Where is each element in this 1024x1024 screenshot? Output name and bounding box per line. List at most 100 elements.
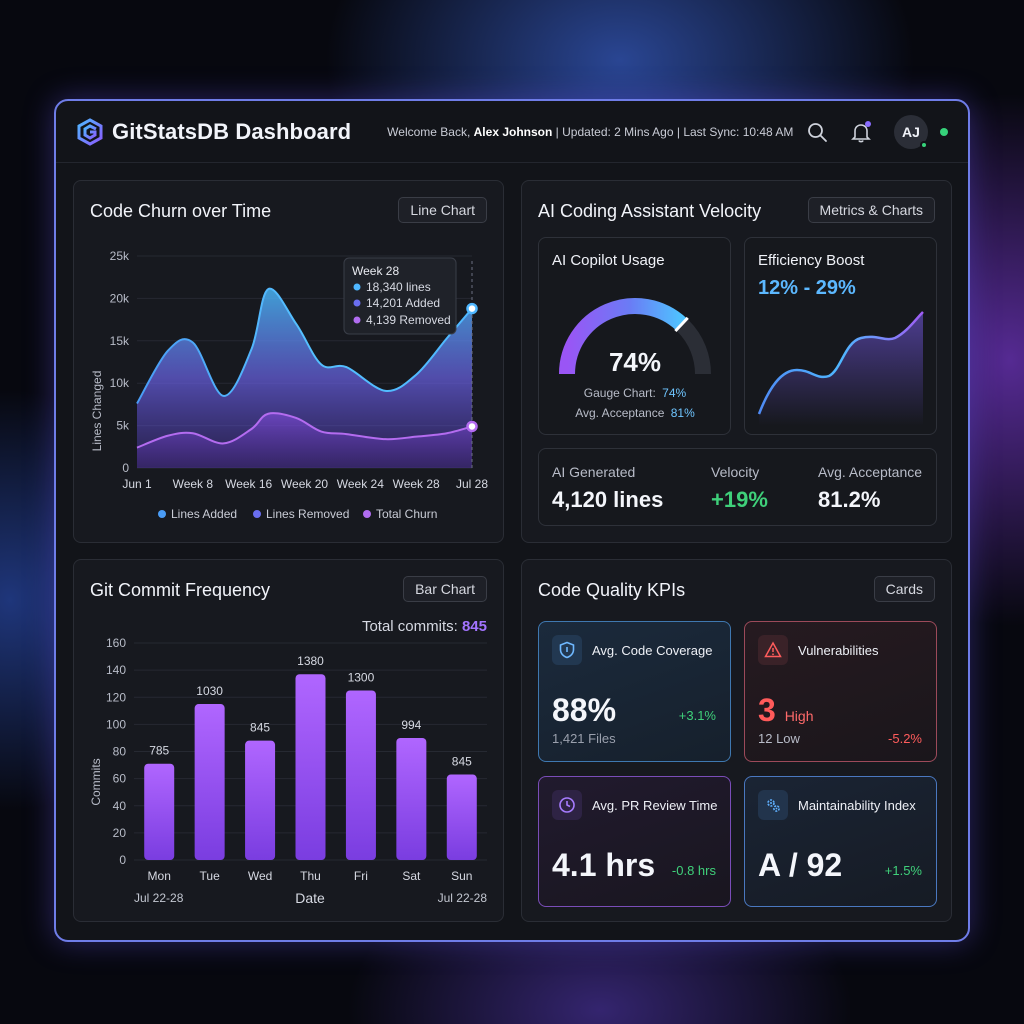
- vulnerabilities-severity: High: [784, 708, 814, 724]
- maintainability-value: A / 92: [758, 847, 843, 883]
- total-commits: Total commits: 845: [362, 618, 487, 635]
- bar-x-tick: Wed: [248, 869, 272, 883]
- bar-chart-tag[interactable]: Bar Chart: [403, 576, 487, 602]
- churn-x-tick: Jul 28: [456, 477, 488, 491]
- lines-added-line: [136, 287, 473, 405]
- commit-bar[interactable]: [345, 690, 376, 860]
- sparkline-area: [759, 312, 923, 426]
- ai-generated-value: 4,120 lines: [552, 487, 664, 512]
- commit-frequency-title: Git Commit Frequency: [90, 580, 271, 600]
- code-quality-title: Code Quality KPIs: [538, 580, 686, 600]
- maintainability-card[interactable]: Maintainability Index A / 92 +1.5%: [744, 776, 937, 907]
- ai-generated-label: AI Generated: [552, 464, 636, 480]
- bar-data-label: 1030: [196, 684, 223, 698]
- pr-review-delta: -0.8 hrs: [671, 863, 716, 878]
- tooltip-dot-lines: [353, 283, 361, 291]
- gauge-caption-1-value: 74%: [662, 386, 686, 400]
- commit-bar[interactable]: [396, 737, 427, 860]
- churn-x-tick: Week 16: [225, 477, 272, 491]
- ai-stats-strip: AI Generated 4,120 lines Velocity +19% A…: [538, 448, 937, 526]
- legend-label: Lines Removed: [266, 507, 349, 521]
- avatar-status-dot: [920, 140, 928, 149]
- vulnerabilities-count: 3: [758, 692, 776, 728]
- legend-label: Total Churn: [376, 507, 437, 521]
- churn-x-tick: Week 28: [393, 477, 440, 491]
- legend-label: Lines Added: [171, 507, 237, 521]
- bar-y-tick: 100: [106, 717, 126, 731]
- code-churn-title: Code Churn over Time: [90, 201, 272, 221]
- bar-x-tick: Thu: [300, 869, 321, 883]
- coverage-files: 1,421 Files: [552, 731, 616, 746]
- vulnerabilities-value: 3 High: [758, 692, 813, 729]
- sparkline-line: [757, 311, 924, 415]
- ai-velocity-title: AI Coding Assistant Velocity: [538, 201, 762, 221]
- commit-bar[interactable]: [295, 674, 326, 860]
- gauge-value: 74%: [609, 347, 661, 377]
- bar-y-tick: 120: [106, 690, 126, 704]
- bar-data-label: 785: [149, 744, 169, 758]
- commit-frequency-panel: Git Commit Frequency Bar Chart Total com…: [73, 559, 504, 922]
- header-meta: Welcome Back, Alex Johnson | Updated: 2 …: [387, 124, 794, 139]
- gauge-marker: [674, 316, 689, 333]
- date-range-left: Jul 22-28: [134, 891, 184, 905]
- vulnerabilities-card[interactable]: Vulnerabilities 3 High 12 Low -5.2%: [744, 621, 937, 762]
- gauge-fill: [559, 298, 688, 375]
- avatar[interactable]: AJ: [894, 114, 928, 149]
- tooltip-box: [343, 257, 457, 335]
- bar-data-label: 1380: [297, 654, 324, 668]
- legend-swatch: [253, 510, 261, 518]
- bar-data-label: 1300: [348, 670, 375, 684]
- notifications-button[interactable]: [850, 120, 872, 143]
- churn-y-tick: 15k: [110, 334, 130, 348]
- avg-acceptance-label: Avg. Acceptance: [818, 464, 923, 480]
- bar-x-tick: Fri: [354, 869, 368, 883]
- churn-y-tick: 5k: [116, 419, 130, 433]
- vulnerabilities-icon-box: [758, 635, 788, 665]
- updated-text: Updated: 2 Mins Ago: [562, 124, 674, 139]
- commits-x-axis-label: Date: [295, 890, 325, 906]
- cards-tag[interactable]: Cards: [873, 576, 935, 602]
- commit-bar[interactable]: [245, 740, 276, 860]
- efficiency-boost-card: Efficiency Boost 12% - 29%: [744, 237, 937, 435]
- coverage-value: 88%: [552, 692, 617, 728]
- tooltip-dot-added: [353, 299, 361, 307]
- search-icon[interactable]: [806, 121, 828, 143]
- bar-y-tick: 140: [106, 663, 126, 677]
- tooltip-title: Week 28: [352, 264, 399, 278]
- commit-bar[interactable]: [446, 774, 477, 860]
- churn-y-tick: 10k: [110, 376, 130, 390]
- bar-data-label: 845: [250, 721, 270, 735]
- gears-icon: [767, 799, 780, 812]
- coverage-icon-box: [552, 635, 582, 665]
- shield-icon: [559, 641, 575, 659]
- churn-y-tick: 0: [122, 461, 129, 475]
- coverage-card[interactable]: Avg. Code Coverage 88% 1,421 Files +3.1%: [538, 621, 731, 762]
- maintainability-icon-box: [758, 790, 788, 820]
- bar-x-tick: Tue: [200, 869, 221, 883]
- commit-frequency-chart: 0 20 40 60 80 100 120 140 160 785 Mon 1030 Tue 845 Wed…: [89, 636, 487, 906]
- churn-x-tick: Week 24: [337, 477, 384, 491]
- bar-y-tick: 20: [113, 826, 127, 840]
- top-bar: GitStatsDB Dashboard Welcome Back, Alex …: [56, 101, 968, 163]
- pr-review-card[interactable]: Avg. PR Review Time 4.1 hrs -0.8 hrs: [538, 776, 731, 907]
- dashboard-window: GitStatsDB Dashboard Welcome Back, Alex …: [54, 99, 970, 942]
- efficiency-boost-title: Efficiency Boost: [758, 252, 865, 269]
- bar-y-tick: 0: [119, 853, 126, 867]
- bar-x-tick: Sat: [402, 869, 421, 883]
- app-title: GitStatsDB Dashboard: [112, 118, 352, 144]
- clock-icon: [559, 797, 575, 813]
- churn-legend: Lines Added Lines Removed Total Churn: [158, 507, 437, 521]
- commit-bar[interactable]: [194, 704, 225, 860]
- vulnerabilities-delta: -5.2%: [888, 731, 922, 746]
- total-commits-value: 845: [461, 618, 487, 635]
- lines-added-endpoint: [466, 302, 478, 315]
- line-chart-tag[interactable]: Line Chart: [398, 197, 487, 223]
- vulnerabilities-low: 12 Low: [758, 731, 800, 746]
- commit-bar[interactable]: [144, 763, 175, 860]
- churn-y-tick: 20k: [110, 291, 130, 305]
- metrics-charts-tag[interactable]: Metrics & Charts: [807, 197, 935, 223]
- legend-swatch: [158, 510, 166, 518]
- copilot-usage-title: AI Copilot Usage: [552, 252, 665, 269]
- notification-dot: [865, 120, 871, 127]
- velocity-value: +19%: [711, 487, 768, 512]
